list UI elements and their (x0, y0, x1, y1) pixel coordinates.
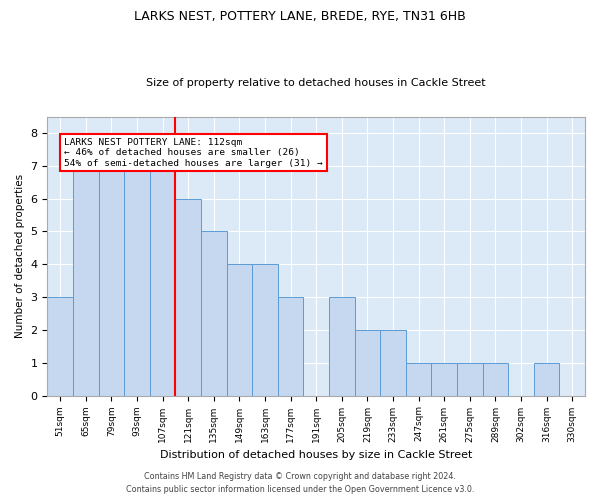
Bar (482, 362, 508, 396)
Bar (201, 232, 227, 396)
Text: LARKS NEST POTTERY LANE: 112sqm
← 46% of detached houses are smaller (26)
54% of: LARKS NEST POTTERY LANE: 112sqm ← 46% of… (64, 138, 323, 168)
Bar (355, 330, 380, 396)
Bar (457, 362, 482, 396)
Bar (406, 362, 431, 396)
Bar (98, 133, 124, 396)
Bar (47, 297, 73, 396)
Bar (227, 264, 252, 396)
Bar (380, 330, 406, 396)
Title: Size of property relative to detached houses in Cackle Street: Size of property relative to detached ho… (146, 78, 486, 88)
Bar (329, 297, 355, 396)
X-axis label: Distribution of detached houses by size in Cackle Street: Distribution of detached houses by size … (160, 450, 472, 460)
Bar (252, 264, 278, 396)
Text: Contains HM Land Registry data © Crown copyright and database right 2024.
Contai: Contains HM Land Registry data © Crown c… (126, 472, 474, 494)
Bar (175, 198, 201, 396)
Y-axis label: Number of detached properties: Number of detached properties (15, 174, 25, 338)
Bar (150, 133, 175, 396)
Bar (431, 362, 457, 396)
Bar (124, 133, 150, 396)
Bar (278, 297, 304, 396)
Bar (534, 362, 559, 396)
Text: LARKS NEST, POTTERY LANE, BREDE, RYE, TN31 6HB: LARKS NEST, POTTERY LANE, BREDE, RYE, TN… (134, 10, 466, 23)
Bar (73, 133, 98, 396)
